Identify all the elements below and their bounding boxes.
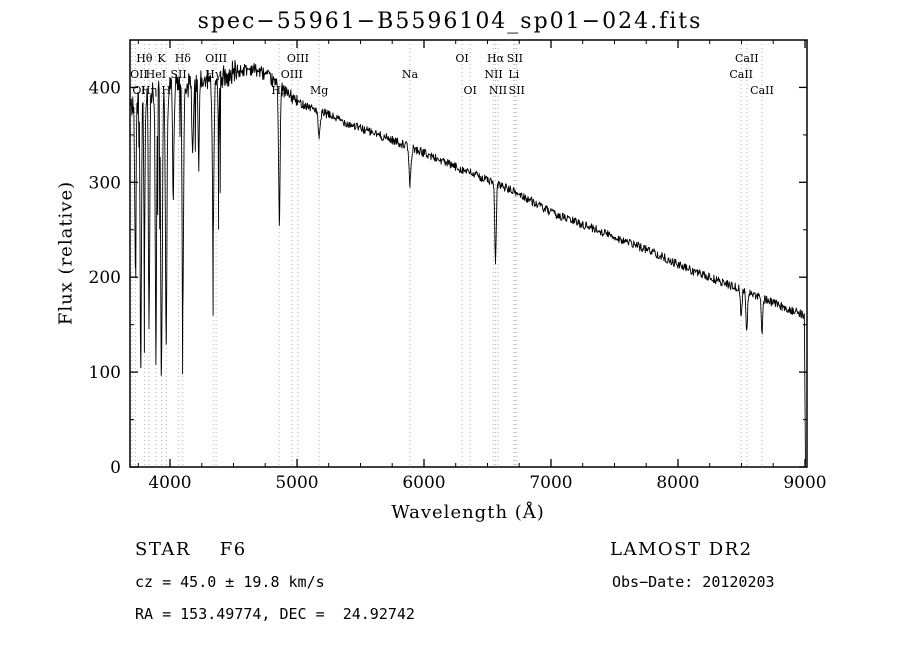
spectral-line-label: Mg (310, 84, 328, 97)
spectral-line-label: OI (464, 84, 477, 97)
plot-title: spec−55961−B5596104_sp01−024.fits (197, 9, 703, 34)
spectral-line-label: OIII (287, 52, 309, 65)
spectral-line-label: CaII (729, 68, 753, 81)
x-tick-label: 7000 (529, 473, 572, 493)
spectral-line-label: SII (509, 84, 525, 97)
spectral-line-label: HeI (146, 68, 166, 81)
spectral-line-label: OII (130, 68, 148, 81)
spectral-line-label: OI (455, 52, 468, 65)
plot-frame (129, 39, 808, 468)
y-tick-label: 300 (89, 173, 121, 193)
spectrum-line (130, 60, 806, 466)
spectral-line-label: SII (170, 68, 186, 81)
cz-velocity-label: cz = 45.0 ± 19.8 km/s (135, 573, 325, 591)
y-tick-label: 400 (89, 78, 121, 98)
y-tick-label: 200 (89, 268, 121, 288)
spectral-line-label: Hδ (175, 52, 192, 65)
x-tick-label: 8000 (656, 473, 699, 493)
x-tick-label: 5000 (275, 473, 318, 493)
x-tick-label: 6000 (402, 473, 445, 493)
spectral-line-label: Hη (141, 84, 157, 97)
classification-label: STAR F6 (135, 539, 247, 560)
spectral-line-label: NII (484, 68, 502, 81)
spectral-line-label: NII (489, 84, 507, 97)
survey-label: LAMOST DR2 (610, 539, 753, 560)
spectral-line-label: Li (508, 68, 519, 81)
y-tick-label: 0 (110, 458, 121, 478)
spectral-line-label: H (161, 84, 171, 97)
x-tick-label: 4000 (148, 473, 191, 493)
spectral-line-label: CaII (750, 84, 774, 97)
obs-date-label: Obs−Date: 20120203 (612, 573, 775, 591)
spectral-line-label: CaII (735, 52, 759, 65)
spectral-line-label: OIII (281, 68, 303, 81)
spectral-line-label: K (157, 52, 166, 65)
y-tick-label: 100 (89, 363, 121, 383)
spectral-line-label: Hγ (205, 68, 222, 81)
y-axis-label: Flux (relative) (55, 180, 77, 326)
spectral-line-label: Hα (487, 52, 505, 65)
ra-dec-label: RA = 153.49774, DEC = 24.92742 (135, 605, 415, 623)
spectral-line-label: OIII (205, 52, 227, 65)
x-axis-label: Wavelength (Å) (391, 502, 545, 523)
spectral-line-label: Na (402, 68, 419, 81)
spectral-line-label: OI (132, 84, 145, 97)
spectral-line-label: Hθ (136, 52, 153, 65)
spectral-line-label: SII (507, 52, 523, 65)
spectral-line-label: Hβ (271, 84, 287, 97)
x-tick-label: 9000 (783, 473, 826, 493)
